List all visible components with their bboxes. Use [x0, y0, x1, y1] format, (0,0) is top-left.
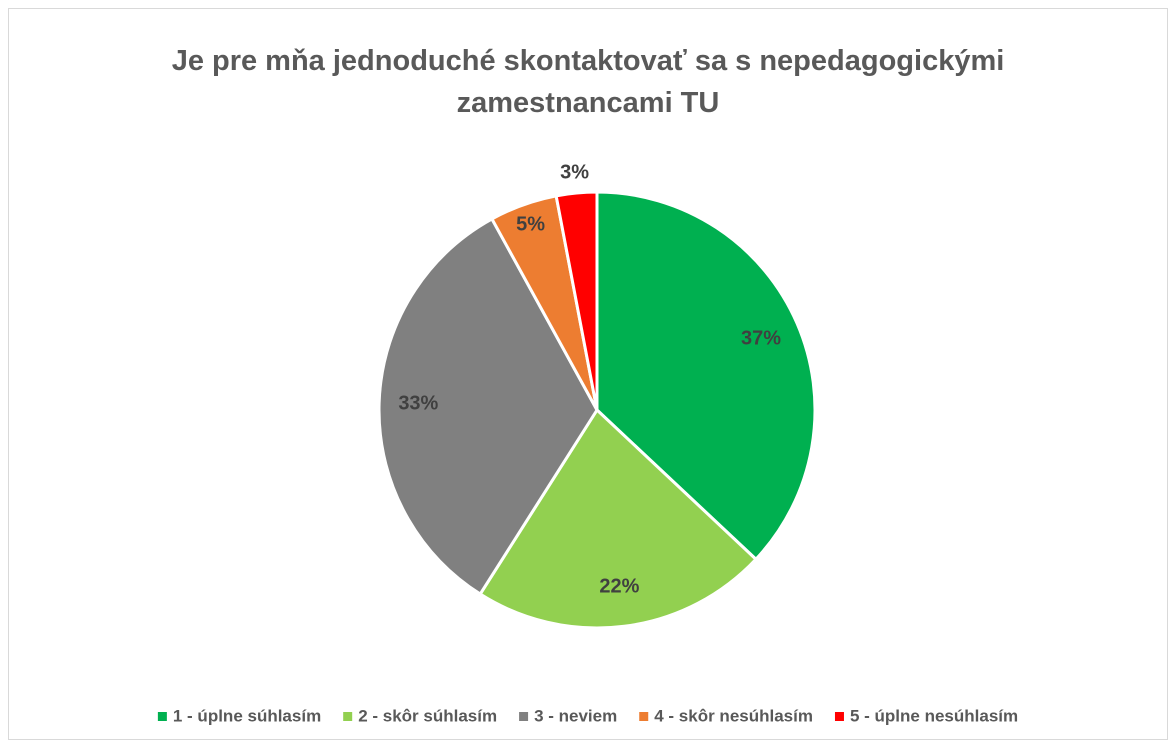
legend-swatch: [639, 712, 649, 721]
data-label: 3%: [560, 161, 589, 183]
data-label: 22%: [599, 576, 639, 598]
legend-label: 2 - skôr súhlasím: [358, 706, 497, 725]
legend-label: 5 - úplne nesúhlasím: [850, 706, 1018, 725]
legend-label: 4 - skôr nesúhlasím: [654, 706, 813, 725]
legend-swatch: [834, 712, 844, 721]
pie-slice: [554, 190, 599, 411]
legend-swatch: [157, 712, 167, 721]
data-label: 5%: [516, 214, 545, 236]
title-line: Je pre mňa jednoduché skontaktovať sa s …: [172, 45, 1005, 77]
data-label: 37%: [741, 327, 781, 349]
data-label: 33%: [398, 393, 438, 415]
pie-slice: [595, 190, 817, 562]
chart-title: Je pre mňa jednoduché skontaktovať sa s …: [172, 45, 1005, 119]
title-line: zamestnancami TU: [457, 87, 720, 119]
legend-label: 3 - neviem: [534, 706, 617, 725]
pie-slice: [478, 407, 759, 630]
legend-swatch: [519, 712, 529, 721]
legend-label: 1 - úplne súhlasím: [173, 706, 321, 725]
legend-swatch: [343, 712, 353, 721]
